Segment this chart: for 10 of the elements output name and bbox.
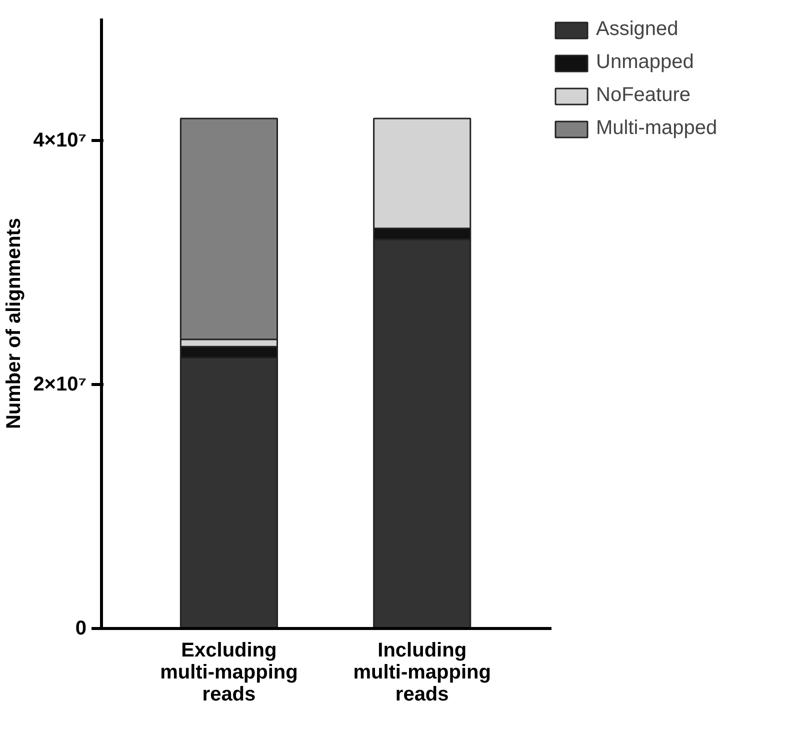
y-tick-label: 4×10⁷ (33, 130, 87, 152)
y-tick-label: 2×10⁷ (33, 374, 87, 396)
legend-label: NoFeature (596, 84, 690, 107)
x-tick-label: Excluding multi-mapping reads (160, 640, 298, 706)
legend-label: Assigned (596, 18, 678, 41)
y-axis-title: Number of alignments (3, 218, 26, 430)
legend-label: Unmapped (596, 51, 694, 74)
x-tick-label: Including multi-mapping reads (353, 640, 491, 706)
y-tick-label: 0 (75, 618, 86, 640)
legend-label: Multi-mapped (596, 117, 718, 140)
